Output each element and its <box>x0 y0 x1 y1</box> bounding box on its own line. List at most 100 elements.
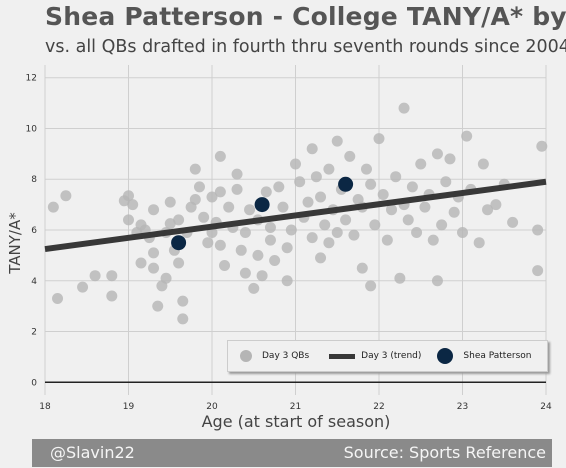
day3-qb-point <box>427 234 439 246</box>
day3-qb-point <box>461 130 473 142</box>
day3-qb-point <box>281 275 293 287</box>
y-tick-label: 0 <box>31 378 37 388</box>
day3-qb-point <box>306 232 318 244</box>
day3-qb-point <box>148 262 160 274</box>
day3-qb-point <box>415 158 427 170</box>
day3-qb-point <box>331 135 343 147</box>
footer-source: Source: Sports Reference <box>343 443 546 462</box>
y-tick-label: 8 <box>31 175 37 185</box>
day3-qb-point <box>369 219 381 231</box>
day3-qb-point <box>331 227 343 239</box>
day3-qb-point <box>219 260 231 272</box>
day3-qb-point <box>269 254 281 266</box>
day3-qb-point <box>189 194 201 206</box>
day3-qb-point <box>431 148 443 160</box>
y-tick-label: 6 <box>31 226 37 236</box>
day3-qb-point <box>281 242 293 254</box>
day3-qb-point <box>457 227 468 239</box>
day3-qb-point <box>277 201 289 213</box>
day3-qb-point <box>436 219 448 231</box>
legend-marker-navy-dot <box>437 348 454 364</box>
day3-qb-point <box>214 239 226 251</box>
day3-qb-point <box>532 265 544 277</box>
day3-qb-point <box>536 140 548 152</box>
x-tick-label: 23 <box>457 402 468 412</box>
day3-qb-point <box>148 204 160 216</box>
day3-qb-point <box>106 290 118 302</box>
day3-qb-point <box>177 295 189 307</box>
day3-qb-point <box>532 224 544 236</box>
legend-label-shea: Shea Patterson <box>463 351 532 361</box>
day3-qb-point <box>315 252 327 264</box>
day3-qb-point <box>411 227 423 239</box>
day3-qb-point <box>239 227 251 239</box>
day3-qb-point <box>135 257 147 269</box>
day3-qb-point <box>344 150 356 162</box>
day3-qb-point <box>319 219 331 231</box>
day3-qb-point <box>106 270 118 282</box>
y-axis-label: TANY/A* <box>6 212 24 274</box>
day3-qb-point <box>252 249 264 261</box>
day3-qb-point <box>473 237 485 249</box>
y-tick-label: 12 <box>26 74 37 84</box>
day3-qb-point <box>285 224 297 236</box>
day3-qb-point <box>406 181 418 193</box>
day3-qb-point <box>444 153 456 165</box>
day3-qb-point <box>206 191 218 203</box>
day3-qb-point <box>231 183 243 195</box>
day3-qb-point <box>189 163 201 175</box>
day3-qb-point <box>490 199 502 211</box>
y-tick-label: 4 <box>31 277 37 287</box>
x-tick-label: 20 <box>206 402 218 412</box>
day3-qb-point <box>239 267 251 279</box>
day3-qb-point <box>290 158 301 170</box>
legend-item-trend: Day 3 (trend) <box>329 351 421 361</box>
day3-qb-point <box>381 234 393 246</box>
day3-qb-point <box>164 218 176 230</box>
day3-qb-point <box>214 150 226 162</box>
day3-qb-point <box>256 270 268 282</box>
day3-qb-point <box>223 201 235 213</box>
legend-item-shea: Shea Patterson <box>437 348 531 364</box>
day3-qb-point <box>310 171 322 183</box>
day3-qb-point <box>248 282 260 294</box>
legend: Day 3 QBs Day 3 (trend) Shea Patterson <box>227 340 548 372</box>
day3-qb-point <box>323 237 335 249</box>
day3-qb-point <box>386 204 398 216</box>
shea-patterson-point <box>171 235 187 251</box>
legend-marker-trend-line <box>329 353 356 359</box>
legend-item-day3-qbs: Day 3 QBs <box>240 350 309 362</box>
day3-qb-point <box>198 211 210 223</box>
y-tick-label: 2 <box>31 328 37 338</box>
day3-qb-point <box>373 133 385 145</box>
shea-patterson-point <box>338 176 354 192</box>
day3-qb-point <box>60 190 72 202</box>
shea-patterson-point <box>254 197 270 213</box>
day3-qb-point <box>127 199 139 211</box>
x-tick-label: 24 <box>540 402 552 412</box>
day3-qb-point <box>235 244 247 256</box>
day3-qb-point <box>365 178 377 190</box>
legend-label-day3-qbs: Day 3 QBs <box>262 351 310 361</box>
day3-qb-point <box>398 102 410 114</box>
day3-qb-point <box>214 186 226 198</box>
day3-qb-point <box>264 221 276 233</box>
day3-qb-point <box>123 214 134 226</box>
day3-qb-point <box>482 204 494 216</box>
day3-qb-point <box>152 300 164 312</box>
x-tick-label: 19 <box>123 402 135 412</box>
day3-qb-point <box>264 234 276 246</box>
day3-qb-point <box>173 214 185 226</box>
day3-qb-point <box>148 247 160 259</box>
day3-qb-point <box>440 176 452 188</box>
legend-marker-grey-dot <box>240 350 252 362</box>
day3-qb-point <box>177 313 189 325</box>
day3-qb-point <box>160 272 172 284</box>
day3-qb-point <box>202 237 214 249</box>
footer-handle: @Slavin22 <box>50 443 135 462</box>
day3-qb-point <box>394 272 406 284</box>
day3-qb-point <box>448 206 460 218</box>
legend-label-trend: Day 3 (trend) <box>361 351 422 361</box>
day3-qb-point <box>315 191 327 203</box>
day3-qb-point <box>323 163 335 175</box>
